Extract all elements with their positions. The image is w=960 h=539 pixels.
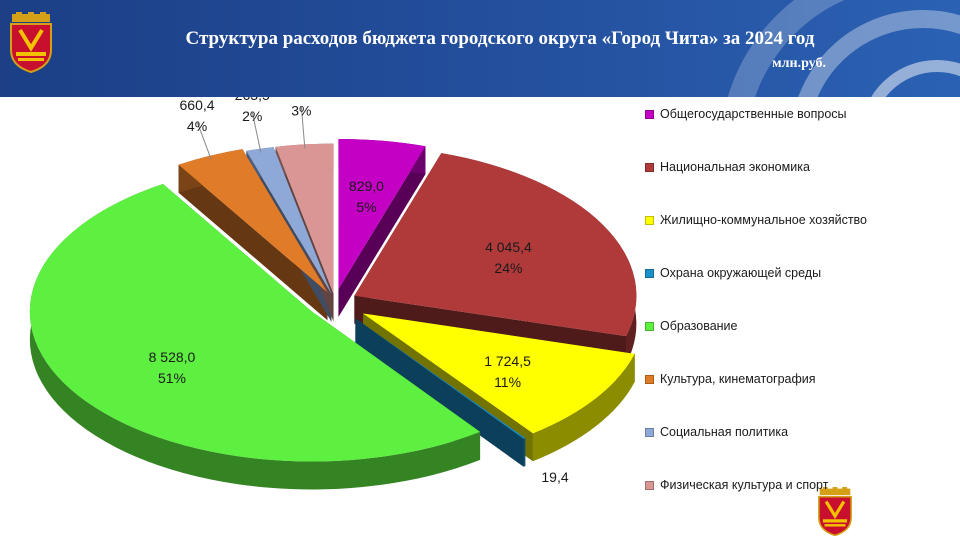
legend-swatch (645, 215, 654, 225)
legend-item: Охрана окружающей среды (645, 263, 821, 283)
legend-swatch (645, 109, 654, 119)
pie-slice (29, 184, 481, 462)
legend-swatch (645, 480, 654, 490)
legend-label: Физическая культура и спорт (660, 478, 829, 492)
pie-slice (178, 149, 328, 293)
legend-swatch (645, 321, 654, 331)
legend-item: Образование (645, 316, 737, 336)
page-title: Структура расходов бюджета городского ок… (185, 28, 815, 49)
pie-tops (29, 138, 637, 462)
legend-item: Культура, кинематография (645, 369, 816, 389)
data-label-value: 1 724,5 (484, 353, 531, 369)
unit-label: млн.руб. (772, 56, 826, 71)
leader-line (251, 112, 262, 153)
pie-slice (354, 153, 637, 337)
data-label-percent: 3% (291, 103, 311, 119)
legend-swatch (645, 162, 654, 172)
data-label-value: 829,0 (349, 178, 384, 194)
data-label-percent: 51% (158, 370, 186, 386)
pie-slice-wall (178, 164, 328, 321)
pie-chart: 829,0 5% 4 045,4 24% 1 724,5 11% 19,4 8 528,0 51… (29, 97, 637, 490)
pie-slice (363, 313, 635, 434)
data-label-value: 660,4 (180, 97, 215, 113)
pie-slice (246, 147, 332, 294)
pie-slice-side (532, 353, 635, 462)
legend-item: Жилищно-коммунальное хозяйство (645, 210, 867, 230)
data-label-value: 546,9 (284, 97, 319, 98)
data-label-value: 8 528,0 (149, 349, 196, 365)
legend-label: Охрана окружающей среды (660, 266, 822, 280)
legend-item: Национальная экономика (645, 157, 810, 177)
data-label-percent: 24% (494, 260, 522, 276)
legend-item: Социальная политика (645, 422, 788, 442)
coat-of-arms-icon (818, 487, 852, 537)
legend-item: Общегосударственные вопросы (645, 104, 847, 124)
pie-slice-side (29, 184, 481, 490)
data-label-value: 19,4 (541, 469, 568, 485)
header-banner: Структура расходов бюджета городского ок… (0, 0, 960, 97)
pie-slice (355, 318, 526, 439)
leader-line (196, 121, 212, 160)
leader-line (300, 106, 306, 149)
legend-label: Жилищно-коммунальное хозяйство (660, 213, 868, 227)
legend-label: Национальная экономика (660, 160, 810, 174)
legend-swatch (645, 374, 654, 384)
pie-slice-wall (338, 146, 426, 317)
legend-label: Общегосударственные вопросы (660, 107, 847, 121)
data-label-percent: 11% (494, 374, 521, 390)
pie-slice (275, 143, 334, 294)
legend-item: Физическая культура и спорт (645, 475, 828, 495)
pie-labels: 829,0 5% 4 045,4 24% 1 724,5 11% 19,4 8 528,0 51… (149, 97, 569, 485)
legend-label: Культура, кинематография (660, 372, 816, 386)
legend-swatch (645, 427, 654, 437)
legend-swatch (645, 268, 654, 278)
pie-slice-side (523, 438, 526, 467)
data-label-percent: 5% (356, 199, 376, 215)
data-label-value: 4 045,4 (485, 239, 532, 255)
legend-label: Социальная политика (660, 425, 789, 439)
data-label-value: 263,5 (235, 97, 270, 103)
pie-slice (338, 138, 426, 289)
pie-slice-wall (355, 318, 524, 467)
legend-label: Образование (660, 319, 738, 333)
coat-of-arms-icon (10, 12, 52, 74)
data-label-percent: 2% (242, 108, 262, 124)
data-label-percent: 4% (187, 118, 207, 134)
